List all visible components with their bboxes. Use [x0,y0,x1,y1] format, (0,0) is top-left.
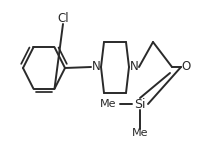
Text: N: N [91,60,100,74]
Text: Si: Si [134,97,145,111]
Text: N: N [129,60,138,74]
Text: Cl: Cl [57,12,68,24]
Text: Me: Me [131,128,147,138]
Text: O: O [180,60,190,74]
Text: Me: Me [99,99,116,109]
